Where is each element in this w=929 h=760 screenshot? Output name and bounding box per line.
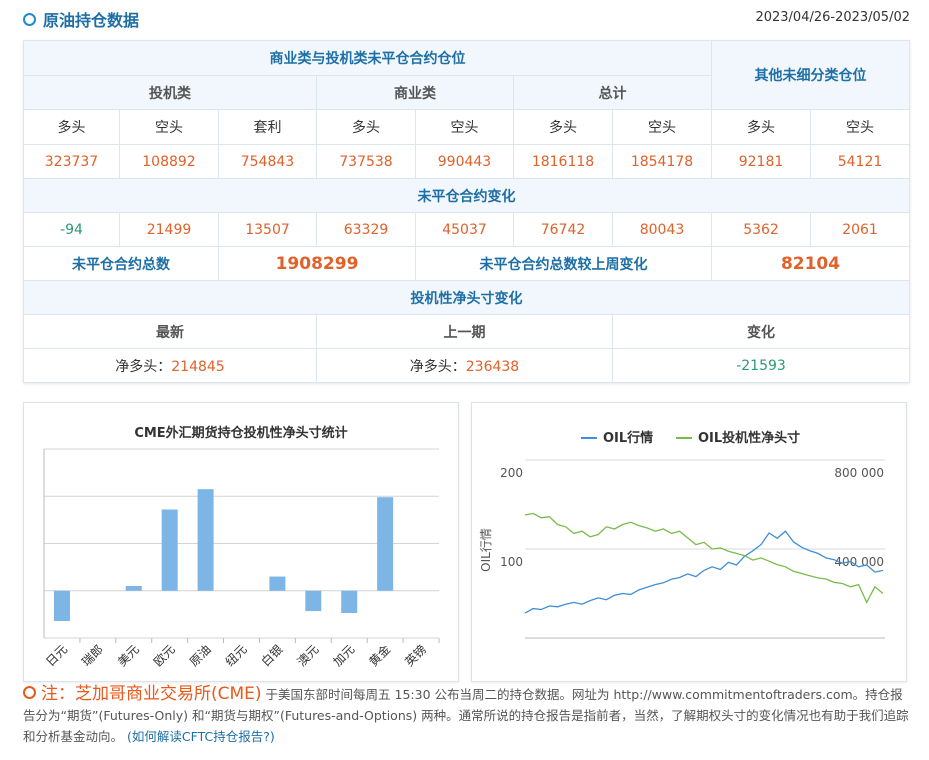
position-value: 754843 [218,144,317,179]
positions-table: 商业类与投机类未平仓合约仓位 其他未细分类仓位 投机类 商业类 总计 多头 空头套… [22,40,911,383]
x-tick-label: 黄金 [366,642,394,670]
bar [53,590,70,621]
y-tick-label: 200 [500,466,523,480]
y-tick-label: 100 [500,555,523,569]
position-value: 108892 [119,144,219,179]
series-line [524,530,884,614]
title-icon [23,12,36,26]
x-tick-label: 美元 [115,642,142,669]
chart-title: CME外汇期货持仓投机性净头寸统计 [134,425,347,441]
change-value: -94 [23,212,120,247]
bar [377,497,394,591]
x-tick-label: 纽元 [223,642,250,669]
position-value: 1854178 [611,144,713,179]
x-tick-label: 英镑 [402,642,430,670]
x-tick-label: 日元 [43,642,70,669]
group-label: 商业类 [316,75,514,110]
legend-label: OIL投机性净头寸 [698,430,800,446]
title-text: 原油持仓数据 [43,11,140,30]
net-header: 上一期 [316,314,613,349]
column-header: 多头 [513,109,613,145]
bar [161,509,178,591]
net-title: 投机性净头寸变化 [22,280,911,315]
column-header: 空头 [810,109,911,145]
line-chart: 100 200 400 000 800 000 OIL行情 OIL行情 OIL投机性净头寸 [479,430,885,639]
group-label: 总计 [512,75,713,110]
series-line [524,512,884,604]
note-text: 于美国东部时间每周五 15:30 公布当周二的持仓数据。网址为 http://w… [23,687,909,744]
group-label: 投机类 [23,75,317,110]
change-value: 21499 [119,212,219,247]
bar [197,489,214,591]
change-value: 76742 [513,212,613,247]
note-source: 芝加哥商业交易所(CME) [75,684,262,704]
bar [125,586,142,591]
note: 注：芝加哥商业交易所(CME) 于美国东部时间每周五 15:30 公布当周二的持… [23,684,911,747]
x-tick-label: 瑞郎 [79,642,106,669]
total-label: 未平仓合约总数 [23,246,219,281]
bar-panel: CME外汇期货持仓投机性净头寸统计日元 瑞郎 美元 欧元 原油 纽元 白银 澳元 加元 黄金 英镑 [23,402,459,682]
net-header: 最新 [23,314,317,349]
net-change: -21593 [611,348,911,383]
x-tick-label: 欧元 [151,642,178,669]
column-header: 多头 [23,109,120,145]
page-title: 原油持仓数据 [23,7,139,31]
net-header: 变化 [611,314,911,349]
note-icon [23,686,36,699]
column-header: 空头 [119,109,219,145]
net-previous: 236438 [465,358,520,375]
column-header: 多头 [711,109,812,145]
net-latest-cell: 净多头：214845 [23,348,317,383]
column-header: 空头 [415,109,514,145]
bar [341,590,358,613]
x-tick-label: 澳元 [295,642,322,669]
bar [305,590,322,612]
total-change-value: 82104 [711,246,911,281]
position-value: 1816118 [513,144,613,179]
x-tick-label: 白银 [258,642,286,670]
position-value: 323737 [23,144,120,179]
y2-tick-label: 800 000 [834,466,884,480]
net-latest: 214845 [171,358,225,375]
column-header: 多头 [316,109,416,145]
change-value: 2061 [810,212,911,247]
change-value: 80043 [611,212,713,247]
column-header: 套利 [218,109,317,145]
change-value: 13507 [218,212,317,247]
position-value: 92181 [711,144,812,179]
change-title: 未平仓合约变化 [22,178,911,213]
position-value: 990443 [415,144,514,179]
note-label: 注： [41,684,75,704]
change-value: 45037 [415,212,514,247]
x-tick-label: 加元 [330,642,357,669]
legend-label: OIL行情 [603,430,653,446]
net-prefix: 净多头： [115,358,172,375]
change-value: 5362 [711,212,812,247]
position-value: 54121 [810,144,911,179]
other-header: 其他未细分类仓位 [711,40,911,110]
change-value: 63329 [316,212,416,247]
bar [269,576,286,591]
net-prefix: 净多头： [409,358,466,375]
total-value: 1908299 [218,246,416,281]
y-axis-title: OIL行情 [479,528,493,572]
column-header: 空头 [611,109,713,145]
net-previous-cell: 净多头：236438 [316,348,613,383]
total-change-label: 未平仓合约总数较上周变化 [414,246,713,281]
x-tick-label: 原油 [187,642,214,669]
y2-tick-label: 400 000 [834,555,884,569]
date-range: 2023/04/26-2023/05/02 [755,10,910,25]
group-header: 商业类与投机类未平仓合约仓位 [22,40,713,76]
note-link[interactable]: (如何解读CFTC持仓报告?) [127,729,275,744]
line-panel: 100 200 400 000 800 000 OIL行情 OIL行情 OIL投机性净头寸 [471,402,907,682]
position-value: 737538 [316,144,416,179]
